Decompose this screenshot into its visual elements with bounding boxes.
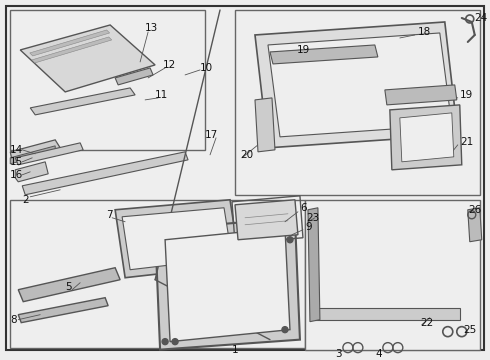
Text: 21: 21 xyxy=(460,137,473,147)
Text: 19: 19 xyxy=(297,45,310,55)
Circle shape xyxy=(287,237,293,243)
Text: 12: 12 xyxy=(163,60,176,70)
Text: 6: 6 xyxy=(300,203,307,213)
Bar xyxy=(235,10,480,195)
Polygon shape xyxy=(20,25,155,92)
Bar xyxy=(10,200,305,348)
Polygon shape xyxy=(270,45,378,64)
Text: 23: 23 xyxy=(306,213,319,223)
Text: 17: 17 xyxy=(205,130,218,140)
Polygon shape xyxy=(15,162,48,182)
Polygon shape xyxy=(308,208,320,322)
Text: 26: 26 xyxy=(468,205,481,215)
Text: 2: 2 xyxy=(22,195,29,205)
Text: 1: 1 xyxy=(232,345,238,355)
Polygon shape xyxy=(155,218,300,350)
Text: 20: 20 xyxy=(240,150,253,160)
Polygon shape xyxy=(115,200,240,278)
Text: 7: 7 xyxy=(106,210,113,220)
Text: 16: 16 xyxy=(10,170,24,180)
Text: 8: 8 xyxy=(10,315,17,325)
Circle shape xyxy=(172,339,178,345)
Text: 25: 25 xyxy=(463,325,476,335)
Polygon shape xyxy=(385,85,457,105)
Polygon shape xyxy=(122,208,232,270)
Polygon shape xyxy=(115,68,153,85)
Text: 11: 11 xyxy=(155,90,169,100)
Polygon shape xyxy=(15,143,83,165)
Polygon shape xyxy=(30,88,135,115)
Polygon shape xyxy=(400,113,454,162)
Polygon shape xyxy=(268,33,452,137)
Polygon shape xyxy=(30,30,110,56)
Bar xyxy=(305,200,480,350)
Polygon shape xyxy=(10,140,60,162)
Circle shape xyxy=(282,327,288,333)
Polygon shape xyxy=(32,37,112,63)
Text: 24: 24 xyxy=(474,13,487,23)
Text: 22: 22 xyxy=(420,318,433,328)
Polygon shape xyxy=(315,308,460,320)
Polygon shape xyxy=(468,208,482,242)
Polygon shape xyxy=(165,228,290,342)
Text: 10: 10 xyxy=(200,63,213,73)
Polygon shape xyxy=(10,146,55,164)
Text: 9: 9 xyxy=(305,222,312,232)
Text: 4: 4 xyxy=(375,348,382,359)
Text: 3: 3 xyxy=(335,348,342,359)
Polygon shape xyxy=(390,105,462,170)
Text: 19: 19 xyxy=(460,90,473,100)
Bar xyxy=(10,10,205,150)
Polygon shape xyxy=(235,200,298,240)
Text: 5: 5 xyxy=(65,282,72,292)
Polygon shape xyxy=(255,22,458,148)
Polygon shape xyxy=(22,152,188,195)
Polygon shape xyxy=(255,98,275,152)
Circle shape xyxy=(162,339,168,345)
Polygon shape xyxy=(18,298,108,323)
Polygon shape xyxy=(18,268,120,302)
Text: 18: 18 xyxy=(418,27,431,37)
Text: 14: 14 xyxy=(10,145,24,155)
Text: 15: 15 xyxy=(10,157,24,167)
Text: 13: 13 xyxy=(145,23,158,33)
